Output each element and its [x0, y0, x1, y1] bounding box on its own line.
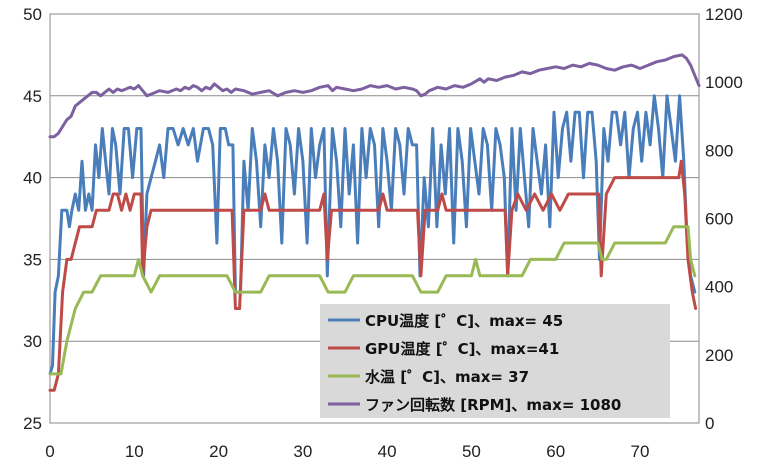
legend-entry: CPU温度 [゜C]、max= 45 [365, 312, 563, 330]
legend-entry: 水温 [゜C]、max= 37 [365, 368, 529, 386]
series-line-1 [48, 159, 698, 392]
legend-entry: ファン回転数 [RPM]、max= 1080 [365, 396, 621, 414]
series-line-0 [48, 94, 697, 376]
left-axis-ticks: 25 30 35 40 45 50 [23, 5, 42, 433]
y-tick-label: 30 [23, 332, 42, 351]
y2-tick-label: 400 [705, 278, 733, 297]
plot-area-border [49, 13, 700, 424]
series-line-3 [48, 53, 701, 139]
legend-box [320, 304, 670, 418]
x-tick-label: 0 [45, 442, 54, 461]
legend: CPU温度 [゜C]、max= 45 GPU温度 [゜C]、max=41 水温 [゜… [320, 304, 670, 418]
y2-tick-label: 800 [705, 141, 733, 160]
y2-tick-label: 600 [705, 210, 733, 229]
y-tick-label: 35 [23, 250, 42, 269]
y2-tick-label: 1000 [705, 73, 743, 92]
y2-tick-label: 200 [705, 346, 733, 365]
x-axis-ticks: 0 10 20 30 40 50 60 70 [45, 442, 649, 461]
x-tick-label: 30 [293, 442, 312, 461]
y-tick-label: 25 [23, 414, 42, 433]
x-tick-label: 40 [378, 442, 397, 461]
y-tick-label: 50 [23, 5, 42, 24]
x-tick-label: 10 [125, 442, 144, 461]
x-tick-label: 60 [546, 442, 565, 461]
y-tick-label: 40 [23, 169, 42, 188]
x-tick-label: 70 [631, 442, 650, 461]
series-line-2 [48, 225, 697, 376]
x-tick-label: 50 [462, 442, 481, 461]
right-axis-ticks: 0 200 400 600 800 1000 1200 [705, 5, 743, 433]
legend-entry: GPU温度 [゜C]、max=41 [365, 340, 559, 358]
x-tick-label: 20 [209, 442, 228, 461]
series-lines [48, 53, 701, 392]
y-tick-label: 45 [23, 87, 42, 106]
y2-tick-label: 0 [705, 414, 714, 433]
y2-tick-label: 1200 [705, 5, 743, 24]
